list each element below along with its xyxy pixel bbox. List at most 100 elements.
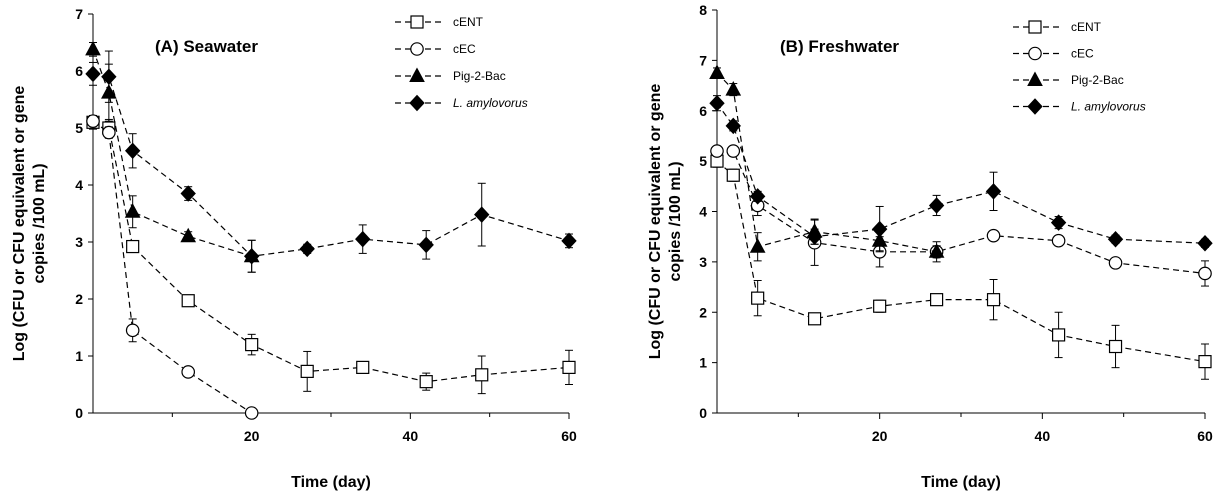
data-point bbox=[243, 248, 260, 265]
data-point bbox=[86, 114, 100, 128]
y-tick-label: 8 bbox=[699, 2, 707, 18]
y-tick-label: 2 bbox=[699, 304, 707, 320]
data-point bbox=[245, 338, 259, 352]
data-point bbox=[418, 236, 434, 254]
data-point bbox=[985, 183, 1002, 200]
data-point bbox=[709, 64, 725, 79]
data-point bbox=[181, 294, 195, 308]
data-point bbox=[300, 364, 314, 378]
data-point bbox=[709, 94, 725, 112]
series-line bbox=[717, 150, 1206, 275]
legend-marker bbox=[409, 67, 425, 82]
series-cent bbox=[86, 114, 576, 395]
legend-entry: L. amylovorus bbox=[1013, 98, 1146, 115]
data-point bbox=[474, 206, 490, 223]
data-point bbox=[101, 68, 117, 85]
legend-label: cEC bbox=[1071, 47, 1094, 61]
data-point bbox=[126, 239, 140, 254]
data-point bbox=[749, 188, 766, 205]
series-line bbox=[716, 160, 1206, 363]
y-tick-label: 7 bbox=[75, 6, 83, 22]
y-tick-label: 6 bbox=[699, 103, 707, 119]
legend-marker bbox=[410, 15, 424, 29]
data-point bbox=[180, 185, 196, 202]
legend-marker bbox=[1028, 20, 1042, 34]
data-point bbox=[806, 228, 823, 245]
data-point bbox=[85, 65, 101, 83]
legend-entry: Pig-2-Bac bbox=[1013, 71, 1124, 87]
data-point bbox=[124, 142, 141, 160]
x-tick-label: 20 bbox=[872, 428, 888, 444]
y-tick-label: 6 bbox=[75, 63, 83, 79]
y-axis-title: Log (CFU or CFU equivalent or gene copies… bbox=[647, 84, 684, 360]
data-point bbox=[299, 240, 315, 258]
legend-label: cENT bbox=[453, 15, 484, 29]
y-tick-label: 5 bbox=[699, 153, 707, 169]
data-point bbox=[807, 312, 822, 326]
data-point bbox=[986, 228, 1001, 243]
legend-label: cEC bbox=[453, 42, 476, 56]
data-point bbox=[180, 227, 197, 243]
y-tick-label: 1 bbox=[75, 348, 83, 364]
x-tick-label: 60 bbox=[561, 428, 577, 444]
series-l-amylovorus bbox=[85, 50, 577, 273]
data-point bbox=[726, 168, 740, 182]
y-tick-label: 4 bbox=[699, 204, 707, 220]
series-line bbox=[92, 49, 252, 257]
y-tick-label: 1 bbox=[699, 355, 707, 371]
data-point bbox=[1198, 355, 1212, 369]
data-point bbox=[1107, 230, 1124, 248]
legend-entry: cEC bbox=[1013, 47, 1094, 61]
y-axis-title: Log (CFU or CFU equivalent or gene copies… bbox=[11, 86, 48, 362]
data-point bbox=[1051, 328, 1066, 342]
data-point bbox=[1108, 256, 1123, 270]
data-point bbox=[725, 117, 741, 135]
series-line bbox=[92, 73, 570, 257]
legend-label: Pig-2-Bac bbox=[1071, 73, 1124, 87]
series-line bbox=[716, 102, 1206, 244]
y-tick-label: 3 bbox=[699, 254, 707, 270]
series-cec bbox=[86, 114, 259, 420]
data-point bbox=[355, 230, 371, 248]
data-point bbox=[751, 291, 765, 305]
data-point bbox=[1050, 214, 1067, 231]
legend-label: Pig-2-Bac bbox=[453, 69, 506, 83]
data-point bbox=[85, 40, 101, 56]
data-point bbox=[1051, 233, 1066, 248]
data-point bbox=[244, 406, 259, 420]
data-point bbox=[929, 293, 944, 307]
y-tick-label: 0 bbox=[699, 405, 707, 421]
data-point bbox=[419, 375, 433, 389]
legend-marker bbox=[1027, 98, 1043, 115]
y-tick-label: 3 bbox=[75, 234, 83, 250]
x-tick-label: 40 bbox=[403, 428, 419, 444]
panel-title: (B) Freshwater bbox=[780, 37, 899, 56]
x-axis-title: Time (day) bbox=[921, 474, 1001, 491]
series-l-amylovorus bbox=[709, 94, 1213, 253]
data-point bbox=[1198, 266, 1212, 281]
data-point bbox=[562, 360, 576, 374]
legend-label: cENT bbox=[1071, 20, 1102, 34]
y-tick-label: 5 bbox=[75, 120, 83, 136]
series-cent bbox=[710, 154, 1212, 380]
legend-label: L. amylovorus bbox=[453, 96, 528, 110]
legend-entry: cEC bbox=[395, 42, 476, 56]
x-tick-label: 60 bbox=[1197, 428, 1213, 444]
panel-title: (A) Seawater bbox=[155, 37, 258, 56]
data-point bbox=[356, 360, 370, 374]
series-line bbox=[92, 121, 570, 383]
y-tick-label: 4 bbox=[75, 177, 83, 193]
legend-label: L. amylovorus bbox=[1071, 100, 1146, 114]
data-point bbox=[475, 368, 489, 382]
data-point bbox=[124, 203, 141, 218]
data-point bbox=[1197, 235, 1213, 252]
data-point bbox=[986, 293, 1001, 307]
x-axis-title: Time (day) bbox=[291, 474, 371, 491]
data-point bbox=[873, 299, 887, 313]
data-point bbox=[749, 238, 766, 253]
legend-entry: cENT bbox=[395, 15, 484, 29]
data-point bbox=[725, 81, 742, 96]
data-point bbox=[102, 125, 116, 140]
